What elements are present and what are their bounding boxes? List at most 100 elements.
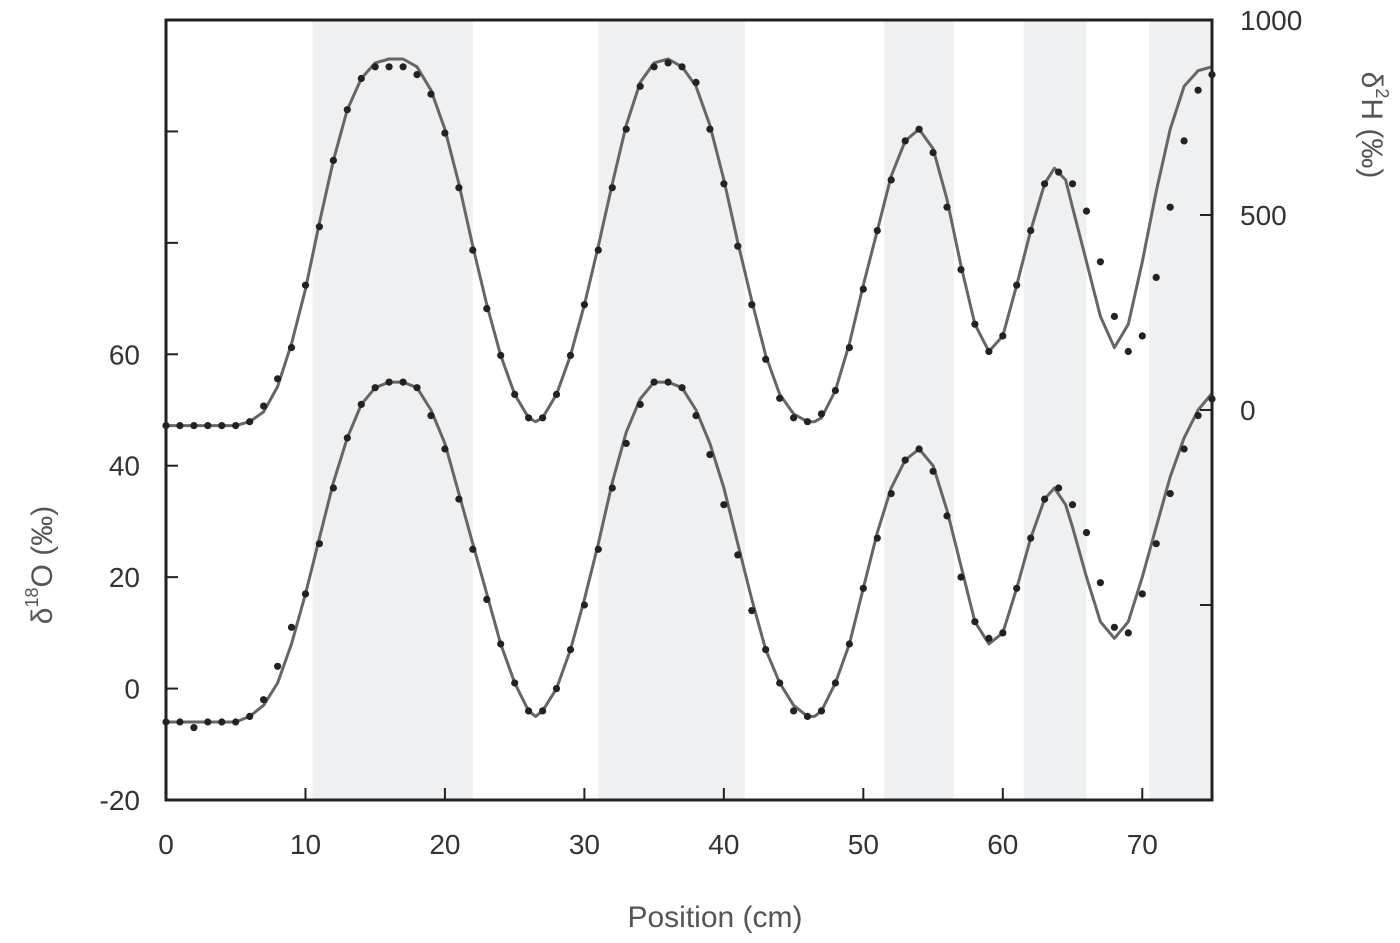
- data-point-left-19: [427, 412, 435, 420]
- shaded-bands: [312, 20, 1212, 800]
- data-point-right-11: [315, 223, 323, 231]
- data-point-right-25: [511, 390, 519, 398]
- data-point-left-74: [1194, 412, 1202, 420]
- data-point-left-46: [803, 712, 812, 721]
- data-point-left-33: [622, 439, 630, 447]
- data-point-right-48: [831, 386, 840, 395]
- data-point-right-29: [566, 351, 575, 359]
- data-point-right-49: [845, 344, 854, 352]
- data-point-right-72: [1166, 203, 1174, 211]
- data-point-left-30: [580, 601, 589, 609]
- data-point-left-26: [525, 707, 533, 715]
- data-point-right-53: [901, 137, 909, 145]
- data-point-left-43: [762, 646, 770, 654]
- data-point-left-55: [929, 467, 937, 475]
- fit-lines: [166, 57, 1214, 724]
- x-tick-label-6: 60: [987, 829, 1018, 860]
- data-point-right-68: [1110, 312, 1118, 320]
- data-point-right-14: [357, 74, 365, 83]
- data-point-right-3: [204, 422, 212, 430]
- data-point-right-16: [385, 63, 393, 71]
- data-point-left-7: [260, 696, 268, 704]
- data-point-left-24: [497, 640, 505, 648]
- y-left-tick-label-3: 40: [109, 451, 140, 482]
- data-point-right-18: [413, 71, 421, 79]
- data-point-right-40: [720, 180, 728, 188]
- data-point-right-39: [706, 125, 714, 133]
- y-left-tick-label-1: 0: [124, 674, 140, 705]
- shaded-band-0: [312, 20, 473, 800]
- y-right-tick-label-1: 0: [1240, 395, 1256, 426]
- data-point-left-54: [915, 445, 923, 453]
- data-point-left-65: [1068, 501, 1077, 509]
- data-point-left-42: [748, 607, 756, 615]
- data-point-left-6: [246, 712, 254, 721]
- data-point-right-59: [985, 347, 993, 356]
- data-point-right-62: [1027, 227, 1035, 235]
- data-point-right-27: [539, 414, 547, 422]
- data-point-right-28: [552, 390, 561, 398]
- data-point-left-31: [594, 545, 602, 553]
- data-point-right-15: [371, 63, 379, 71]
- data-point-left-23: [483, 595, 491, 604]
- data-point-left-35: [650, 378, 658, 386]
- data-point-left-28: [552, 685, 561, 693]
- data-point-left-36: [664, 378, 672, 386]
- data-point-left-10: [301, 590, 310, 598]
- data-point-right-31: [594, 246, 602, 254]
- data-point-left-39: [706, 451, 714, 459]
- data-point-left-21: [455, 495, 463, 503]
- data-point-right-55: [929, 149, 937, 157]
- data-point-left-34: [636, 400, 644, 408]
- data-point-right-63: [1041, 180, 1049, 188]
- data-point-right-51: [873, 227, 881, 235]
- data-point-right-32: [608, 184, 616, 192]
- data-point-left-50: [859, 584, 867, 592]
- data-point-left-51: [873, 534, 881, 542]
- data-point-right-56: [943, 203, 951, 211]
- fit-line-right: [166, 57, 1213, 428]
- data-point-left-67: [1096, 579, 1104, 587]
- data-point-left-62: [1027, 534, 1035, 542]
- data-point-right-8: [274, 375, 282, 383]
- y-left-axis-title-prefix: δ: [26, 607, 59, 624]
- data-point-left-4: [218, 718, 226, 726]
- data-point-left-52: [887, 490, 895, 498]
- data-point-left-57: [957, 573, 965, 581]
- data-point-right-22: [469, 246, 477, 254]
- fit-line-left: [166, 380, 1214, 724]
- data-point-right-37: [678, 63, 686, 71]
- data-point-left-68: [1110, 623, 1118, 631]
- data-point-left-11: [315, 540, 323, 548]
- data-point-left-53: [901, 456, 909, 464]
- data-point-right-5: [232, 422, 240, 430]
- data-point-right-24: [497, 351, 505, 359]
- shaded-band-1: [598, 20, 745, 800]
- x-tick-label-1: 10: [290, 829, 321, 860]
- data-point-right-12: [329, 156, 337, 164]
- data-point-left-69: [1124, 629, 1132, 637]
- y-left-axis-title-sup: 18: [22, 587, 42, 607]
- data-point-right-46: [803, 418, 812, 426]
- y-right-tick-label-2: 500: [1240, 200, 1287, 231]
- data-point-left-3: [204, 718, 212, 726]
- data-point-right-20: [441, 129, 449, 137]
- data-points: [162, 59, 1216, 732]
- data-point-right-47: [817, 410, 826, 418]
- data-point-left-44: [776, 679, 784, 687]
- data-point-right-19: [427, 90, 435, 98]
- data-point-right-44: [776, 394, 784, 402]
- data-point-right-41: [734, 242, 742, 250]
- data-point-left-59: [985, 634, 993, 643]
- data-point-left-27: [539, 707, 547, 715]
- data-point-right-66: [1082, 207, 1091, 215]
- y-right-axis-title-main: H (‰): [1355, 98, 1388, 178]
- y-right-axis-title-sup: 2: [1372, 88, 1392, 98]
- data-point-right-1: [176, 422, 184, 430]
- data-point-right-42: [748, 301, 756, 309]
- data-point-left-40: [720, 501, 728, 509]
- data-point-right-21: [455, 184, 463, 192]
- data-point-left-64: [1055, 484, 1063, 492]
- data-point-left-17: [399, 378, 407, 386]
